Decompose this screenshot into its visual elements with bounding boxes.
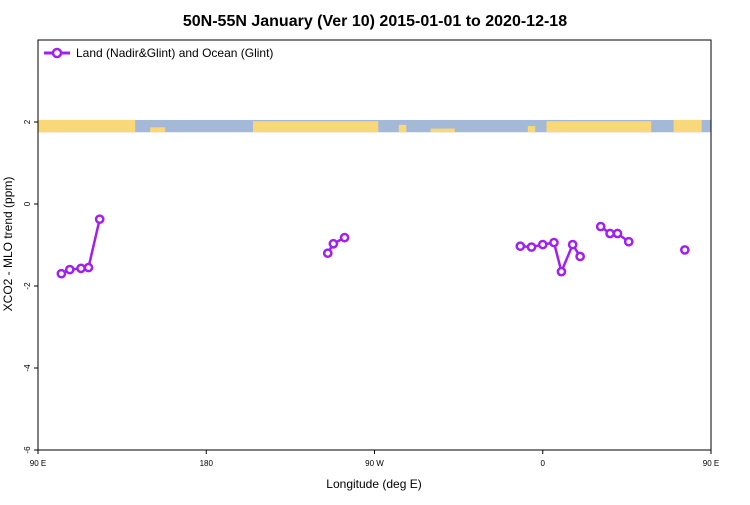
axis-ticks: 90 E 180 90 W 0 90 E -6 -4 -2 0 2 — [23, 119, 719, 468]
map-land-patch — [150, 127, 166, 133]
x-tick-label: 90 E — [703, 459, 719, 468]
map-land-patch — [252, 121, 379, 133]
data-point — [595, 221, 606, 232]
data-point — [328, 238, 339, 249]
data-point — [64, 264, 75, 275]
data-point — [623, 236, 634, 247]
x-tick-label: 90 E — [30, 459, 46, 468]
data-point — [515, 241, 526, 252]
legend-entry: Land (Nadir&Glint) and Ocean (Glint) — [76, 46, 273, 60]
data-point — [556, 266, 567, 277]
x-tick-label: 90 W — [365, 459, 384, 468]
data-point — [339, 232, 350, 243]
x-tick-label: 0 — [541, 459, 546, 468]
data-point — [679, 245, 690, 255]
y-tick-label: 0 — [23, 201, 32, 206]
y-axis-label: XCO2 - MLO trend (ppm) — [1, 177, 15, 312]
x-axis-label: Longitude (deg E) — [326, 477, 421, 491]
map-land-patch — [527, 126, 536, 133]
data-point — [94, 214, 105, 225]
y-tick-label: -6 — [23, 446, 32, 454]
legend-marker — [51, 47, 63, 59]
data-point — [575, 251, 585, 262]
data-point — [322, 248, 333, 259]
map-strip — [38, 119, 711, 133]
data-point — [526, 242, 537, 252]
data-point — [612, 228, 623, 239]
map-land-patch — [673, 119, 702, 133]
map-land-patch — [430, 128, 455, 133]
data-point — [56, 268, 67, 279]
series-layer — [56, 214, 690, 279]
data-point — [537, 239, 548, 250]
map-land-patch — [398, 124, 407, 133]
y-tick-label: -4 — [23, 364, 32, 372]
map-land-patch — [546, 121, 652, 133]
legend: Land (Nadir&Glint) and Ocean (Glint) — [44, 46, 273, 60]
map-land-patch — [38, 119, 136, 133]
plot-frame — [37, 39, 712, 451]
y-tick-label: -2 — [23, 282, 32, 290]
data-point — [549, 237, 559, 248]
data-point — [567, 239, 578, 250]
data-point — [83, 262, 94, 273]
data-point — [76, 263, 86, 274]
chart-title: 50N-55N January (Ver 10) 2015-01-01 to 2… — [183, 13, 567, 30]
data-point — [605, 228, 615, 239]
x-tick-label: 180 — [200, 459, 214, 468]
y-tick-label: 2 — [23, 119, 32, 124]
